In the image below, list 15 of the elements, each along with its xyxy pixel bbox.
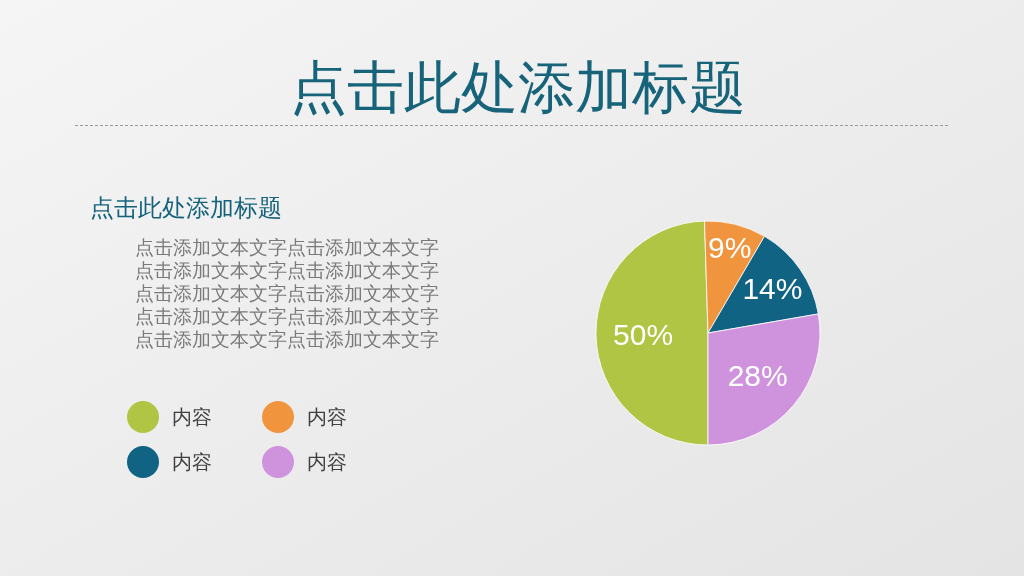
legend-label: 内容 xyxy=(172,406,212,428)
legend-label: 内容 xyxy=(172,451,212,473)
data-label: 50% xyxy=(613,318,674,352)
chart-title: 点击此处添加标题 xyxy=(290,55,746,119)
text: 点击添加文本文字点击添加文本文字 xyxy=(135,329,439,350)
text: 点击添加文本文字点击添加文本文字 xyxy=(135,237,439,258)
data-label: 14% xyxy=(742,272,803,306)
data-label: 9% xyxy=(708,231,752,265)
chart-subtitle: 点击此处添加标题 xyxy=(90,194,282,221)
data-label: 28% xyxy=(727,358,788,392)
text: 点击添加文本文字点击添加文本文字 xyxy=(135,260,439,281)
legend-label: 内容 xyxy=(307,406,347,428)
text: 点击添加文本文字点击添加文本文字 xyxy=(135,283,439,304)
legend-label: 内容 xyxy=(307,451,347,473)
text: 点击添加文本文字点击添加文本文字 xyxy=(135,306,439,327)
